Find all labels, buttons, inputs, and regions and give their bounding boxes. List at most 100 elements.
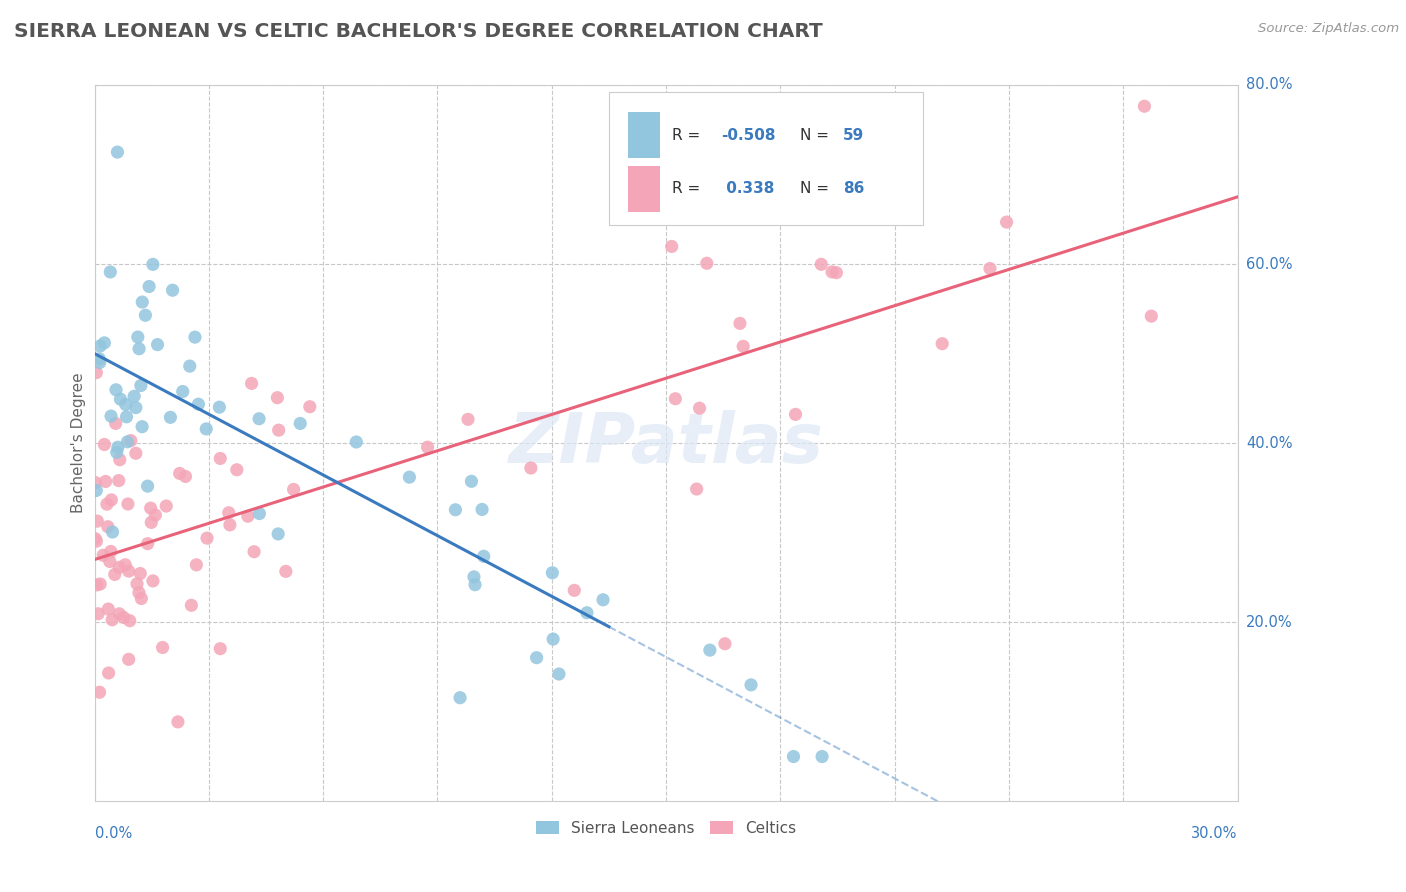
Point [225, 463, 247, 477]
Text: ZIPatlas: ZIPatlas [509, 409, 824, 476]
Point [699, 643, 721, 657]
Point [98, 265, 121, 279]
Point [592, 592, 614, 607]
Point [249, 507, 271, 521]
Point [266, 391, 288, 405]
Point [209, 641, 232, 656]
Point [101, 524, 124, 539]
Point [93, 437, 115, 451]
Point [100, 544, 122, 558]
Point [141, 516, 163, 530]
Point [821, 265, 844, 279]
Text: -0.508: -0.508 [721, 128, 776, 143]
Point [152, 640, 174, 655]
Point [1140, 309, 1163, 323]
Point [209, 451, 232, 466]
Point [187, 397, 209, 411]
Point [444, 502, 467, 516]
Point [449, 690, 471, 705]
Point [104, 567, 127, 582]
Point [825, 266, 848, 280]
Text: 20.0%: 20.0% [1246, 615, 1292, 630]
Text: R =: R = [672, 181, 704, 196]
Point [714, 637, 737, 651]
Point [219, 517, 242, 532]
Text: N =: N = [800, 128, 834, 143]
Point [179, 359, 201, 373]
Point [460, 475, 482, 489]
Point [575, 606, 598, 620]
Text: Source: ZipAtlas.com: Source: ZipAtlas.com [1258, 22, 1399, 36]
Text: 30.0%: 30.0% [1191, 826, 1237, 841]
Point [298, 400, 321, 414]
Point [526, 650, 548, 665]
Point [112, 610, 135, 624]
Text: 40.0%: 40.0% [1246, 435, 1292, 450]
Point [811, 749, 834, 764]
Point [89, 339, 111, 353]
Point [184, 330, 207, 344]
Point [274, 565, 297, 579]
Point [664, 392, 686, 406]
Point [117, 497, 139, 511]
Point [548, 667, 571, 681]
Point [180, 599, 202, 613]
Point [98, 554, 121, 568]
Point [457, 412, 479, 426]
Y-axis label: Bachelor's Degree: Bachelor's Degree [72, 373, 86, 514]
Legend: Sierra Leoneans, Celtics: Sierra Leoneans, Celtics [531, 816, 801, 840]
Point [86, 366, 108, 380]
Point [120, 434, 142, 448]
Point [134, 308, 156, 322]
Point [243, 545, 266, 559]
Point [101, 613, 124, 627]
Point [100, 409, 122, 424]
Point [696, 256, 718, 270]
Point [195, 422, 218, 436]
Point [84, 483, 107, 498]
Point [97, 665, 120, 680]
Point [236, 509, 259, 524]
Point [110, 392, 132, 407]
Point [728, 317, 751, 331]
Point [107, 440, 129, 454]
Point [689, 401, 711, 416]
Point [89, 685, 111, 699]
Point [125, 446, 148, 460]
Point [520, 461, 543, 475]
Point [463, 570, 485, 584]
Point [979, 261, 1001, 276]
Point [733, 339, 755, 353]
FancyBboxPatch shape [609, 92, 924, 225]
Point [100, 492, 122, 507]
Point [195, 531, 218, 545]
Point [97, 602, 120, 616]
Point [267, 527, 290, 541]
Point [162, 283, 184, 297]
Point [105, 445, 128, 459]
Point [208, 400, 231, 414]
Point [1133, 99, 1156, 113]
Text: 60.0%: 60.0% [1246, 257, 1292, 271]
Point [117, 434, 139, 449]
Point [172, 384, 194, 399]
Point [810, 257, 832, 271]
Point [104, 417, 127, 431]
Point [661, 239, 683, 253]
Point [114, 558, 136, 572]
Point [96, 497, 118, 511]
Point [995, 215, 1018, 229]
Point [89, 355, 111, 369]
Point [562, 583, 585, 598]
Point [128, 585, 150, 599]
Point [283, 483, 305, 497]
Point [86, 514, 108, 528]
Point [115, 409, 138, 424]
Text: 0.0%: 0.0% [94, 826, 132, 841]
Point [142, 574, 165, 588]
Point [107, 145, 129, 160]
Point [186, 558, 208, 572]
Point [97, 519, 120, 533]
Point [94, 475, 117, 489]
Point [740, 678, 762, 692]
